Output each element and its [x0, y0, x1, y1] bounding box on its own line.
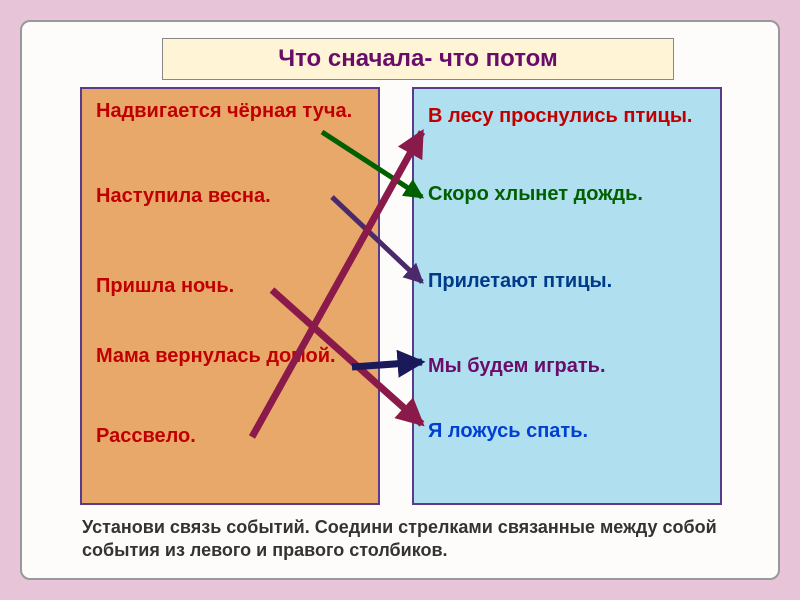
- left-item-0[interactable]: Надвигается чёрная туча.: [96, 99, 366, 124]
- right-item-0[interactable]: В лесу проснулись птицы.: [428, 104, 708, 129]
- instruction-text: Установи связь событий. Соедини стрелкам…: [82, 516, 722, 561]
- title-text: Что сначала- что потом: [278, 45, 558, 72]
- right-item-1[interactable]: Скоро хлынет дождь.: [428, 182, 708, 207]
- left-column: Надвигается чёрная туча. Наступила весна.…: [80, 87, 380, 505]
- right-item-2[interactable]: Прилетают птицы.: [428, 269, 708, 294]
- title-box: Что сначала- что потом: [162, 38, 674, 80]
- right-column: В лесу проснулись птицы. Скоро хлынет дож…: [412, 87, 722, 505]
- left-item-1[interactable]: Наступила весна.: [96, 184, 366, 209]
- right-item-4[interactable]: Я ложусь спать.: [428, 419, 708, 444]
- left-item-3[interactable]: Мама вернулась домой.: [96, 344, 366, 369]
- left-item-4[interactable]: Рассвело.: [96, 424, 366, 449]
- main-panel: Что сначала- что потом Надвигается чёрна…: [20, 20, 780, 580]
- left-item-2[interactable]: Пришла ночь.: [96, 274, 366, 299]
- right-item-3[interactable]: Мы будем играть.: [428, 354, 708, 379]
